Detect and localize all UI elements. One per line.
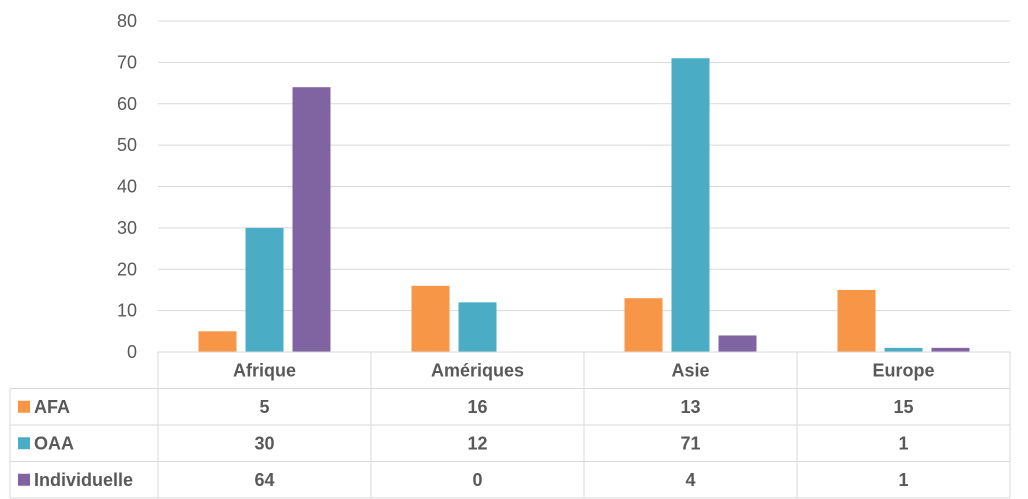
data-value-label: 5 <box>259 397 269 417</box>
bar-oaa-0 <box>245 227 284 352</box>
data-value-label: 0 <box>472 470 482 490</box>
data-value-label: 16 <box>467 397 487 417</box>
legend-key-afa <box>18 400 30 413</box>
y-tick-label: 20 <box>117 259 137 279</box>
series-name: AFA <box>34 397 70 417</box>
bar-oaa-3 <box>884 347 923 352</box>
bar-afa-2 <box>624 298 663 352</box>
legend-key-individuelle <box>18 473 30 486</box>
bar-oaa-1 <box>458 302 497 352</box>
legend-key-oaa <box>18 437 30 450</box>
category-label: Europe <box>872 360 934 380</box>
y-tick-label: 70 <box>117 52 137 72</box>
data-value-label: 15 <box>893 397 913 417</box>
series-name: OAA <box>34 433 74 453</box>
y-tick-label: 50 <box>117 135 137 155</box>
y-tick-label: 10 <box>117 301 137 321</box>
data-value-label: 64 <box>254 470 274 490</box>
bar-afa-3 <box>837 289 876 352</box>
bar-individuelle-3 <box>931 347 970 352</box>
data-value-label: 71 <box>680 433 700 453</box>
data-value-label: 1 <box>898 433 908 453</box>
bar-afa-1 <box>411 285 450 352</box>
data-value-label: 4 <box>685 470 695 490</box>
y-tick-label: 40 <box>117 177 137 197</box>
y-tick-label: 0 <box>127 342 137 362</box>
bar-individuelle-0 <box>292 87 331 352</box>
category-label: Amériques <box>431 360 524 380</box>
category-label: Afrique <box>233 360 296 380</box>
category-label: Asie <box>671 360 709 380</box>
data-value-label: 1 <box>898 470 908 490</box>
series-name: Individuelle <box>34 470 133 490</box>
bar-oaa-2 <box>671 58 710 353</box>
bar-afa-0 <box>198 331 237 352</box>
data-value-label: 30 <box>254 433 274 453</box>
y-tick-label: 30 <box>117 218 137 238</box>
y-tick-label: 80 <box>117 11 137 31</box>
bar-individuelle-2 <box>718 335 757 352</box>
y-tick-label: 60 <box>117 94 137 114</box>
data-value-label: 12 <box>467 433 487 453</box>
data-value-label: 13 <box>680 397 700 417</box>
